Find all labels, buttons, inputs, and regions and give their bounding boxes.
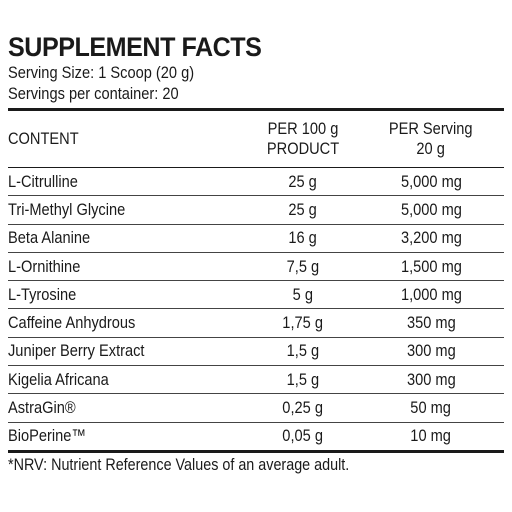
ingredient-per100: 7,5 g (286, 256, 320, 276)
ingredient-name: BioPerine™ (8, 426, 87, 446)
ingredient-per100: 1,5 g (286, 369, 320, 389)
table-row: Tri-Methyl Glycine 25 g 5,000 mg (8, 196, 504, 225)
ingredient-per100: 1,5 g (286, 341, 320, 361)
header-per100-cell: PER 100 g PRODUCT (248, 119, 358, 159)
ingredient-per100: 16 g (288, 228, 318, 248)
header-perserving: PER Serving 20 g (389, 119, 473, 159)
ingredient-table-body: L-Citrulline 25 g 5,000 mg Tri-Methyl Gl… (8, 168, 504, 453)
ingredient-per100: 0,25 g (282, 398, 324, 418)
table-row: BioPerine™ 0,05 g 10 mg (8, 423, 504, 450)
table-row: Kigelia Africana 1,5 g 300 mg (8, 366, 504, 395)
ingredient-perserving: 300 mg (406, 341, 456, 361)
nrv-footnote: *NRV: Nutrient Reference Values of an av… (8, 455, 350, 474)
header-perserving-line2: 20 g (416, 139, 446, 158)
table-row: Juniper Berry Extract 1,5 g 300 mg (8, 338, 504, 367)
table-row: L-Tyrosine 5 g 1,000 mg (8, 281, 504, 310)
ingredient-name: AstraGin® (8, 398, 76, 418)
header-per100: PER 100 g PRODUCT (267, 119, 339, 159)
table-row: Beta Alanine 16 g 3,200 mg (8, 225, 504, 253)
ingredient-name: Kigelia Africana (8, 369, 109, 389)
ingredient-name: Juniper Berry Extract (8, 341, 145, 361)
ingredient-perserving: 50 mg (410, 398, 452, 418)
table-header: CONTENT PER 100 g PRODUCT PER Serving 20… (8, 111, 504, 167)
ingredient-perserving: 5,000 mg (400, 199, 462, 219)
table-row: AstraGin® 0,25 g 50 mg (8, 394, 504, 423)
ingredient-perserving: 350 mg (406, 313, 456, 333)
label-title: SUPPLEMENT FACTS (8, 32, 262, 62)
header-perserving-line1: PER Serving (389, 119, 473, 138)
header-per100-line2: PRODUCT (266, 139, 340, 158)
top-rule (8, 108, 504, 111)
table-row: L-Citrulline 25 g 5,000 mg (8, 168, 504, 197)
ingredient-per100: 0,05 g (282, 426, 324, 446)
ingredient-perserving: 5,000 mg (400, 171, 462, 191)
servings-per-container: Servings per container: 20 (8, 84, 179, 103)
ingredient-name: Caffeine Anhydrous (8, 313, 136, 333)
ingredient-perserving: 1,500 mg (400, 256, 462, 276)
ingredient-perserving: 300 mg (406, 369, 456, 389)
ingredient-perserving: 3,200 mg (400, 228, 462, 248)
header-content-cell: CONTENT (8, 129, 248, 149)
ingredient-name: L-Citrulline (8, 171, 78, 191)
table-row: L-Ornithine 7,5 g 1,500 mg (8, 253, 504, 282)
ingredient-per100: 1,75 g (282, 313, 324, 333)
ingredient-per100: 25 g (288, 199, 318, 219)
ingredient-perserving: 10 mg (410, 426, 452, 446)
header-perserving-cell: PER Serving 20 g (358, 119, 504, 159)
header-rule (8, 167, 504, 168)
ingredient-name: L-Ornithine (8, 256, 81, 276)
ingredient-per100: 5 g (292, 284, 314, 304)
supplement-facts-panel: SUPPLEMENT FACTS Serving Size: 1 Scoop (… (8, 32, 504, 475)
ingredient-perserving: 1,000 mg (400, 284, 462, 304)
header-per100-line1: PER 100 g (267, 119, 339, 138)
ingredient-name: Tri-Methyl Glycine (8, 199, 126, 219)
ingredient-per100: 25 g (288, 171, 318, 191)
table-row: Caffeine Anhydrous 1,75 g 350 mg (8, 309, 504, 338)
ingredient-name: Beta Alanine (8, 228, 91, 248)
serving-size: Serving Size: 1 Scoop (20 g) (8, 63, 195, 82)
header-content: CONTENT (8, 129, 79, 148)
ingredient-name: L-Tyrosine (8, 284, 77, 304)
